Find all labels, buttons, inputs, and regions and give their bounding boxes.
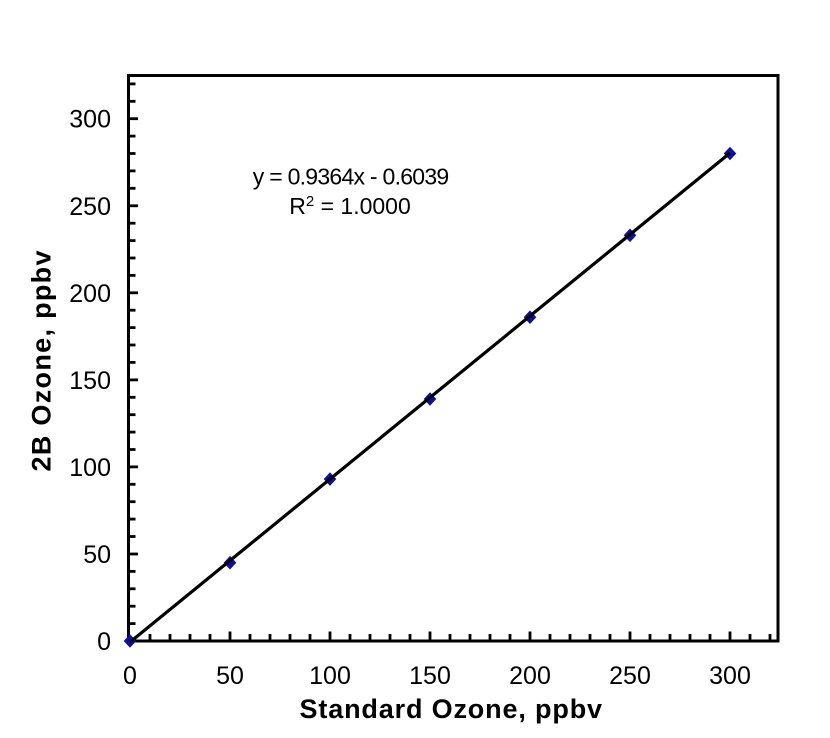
svg-text:0: 0 bbox=[123, 662, 137, 690]
svg-text:50: 50 bbox=[216, 662, 244, 690]
svg-text:0: 0 bbox=[97, 628, 111, 656]
svg-text:150: 150 bbox=[409, 662, 451, 690]
svg-text:y = 0.9364x - 0.6039: y = 0.9364x - 0.6039 bbox=[253, 164, 449, 190]
svg-text:300: 300 bbox=[69, 106, 111, 134]
svg-text:150: 150 bbox=[69, 367, 111, 395]
svg-text:R2 = 1.0000: R2 = 1.0000 bbox=[289, 193, 411, 219]
svg-text:250: 250 bbox=[69, 193, 111, 221]
svg-text:100: 100 bbox=[309, 662, 351, 690]
svg-text:200: 200 bbox=[69, 280, 111, 308]
svg-text:Standard Ozone, ppbv: Standard Ozone, ppbv bbox=[300, 694, 603, 724]
svg-text:100: 100 bbox=[69, 454, 111, 482]
svg-text:200: 200 bbox=[509, 662, 551, 690]
svg-text:50: 50 bbox=[83, 541, 111, 569]
svg-text:2B Ozone, ppbv: 2B Ozone, ppbv bbox=[27, 251, 57, 472]
svg-text:250: 250 bbox=[609, 662, 651, 690]
svg-text:300: 300 bbox=[709, 662, 751, 690]
